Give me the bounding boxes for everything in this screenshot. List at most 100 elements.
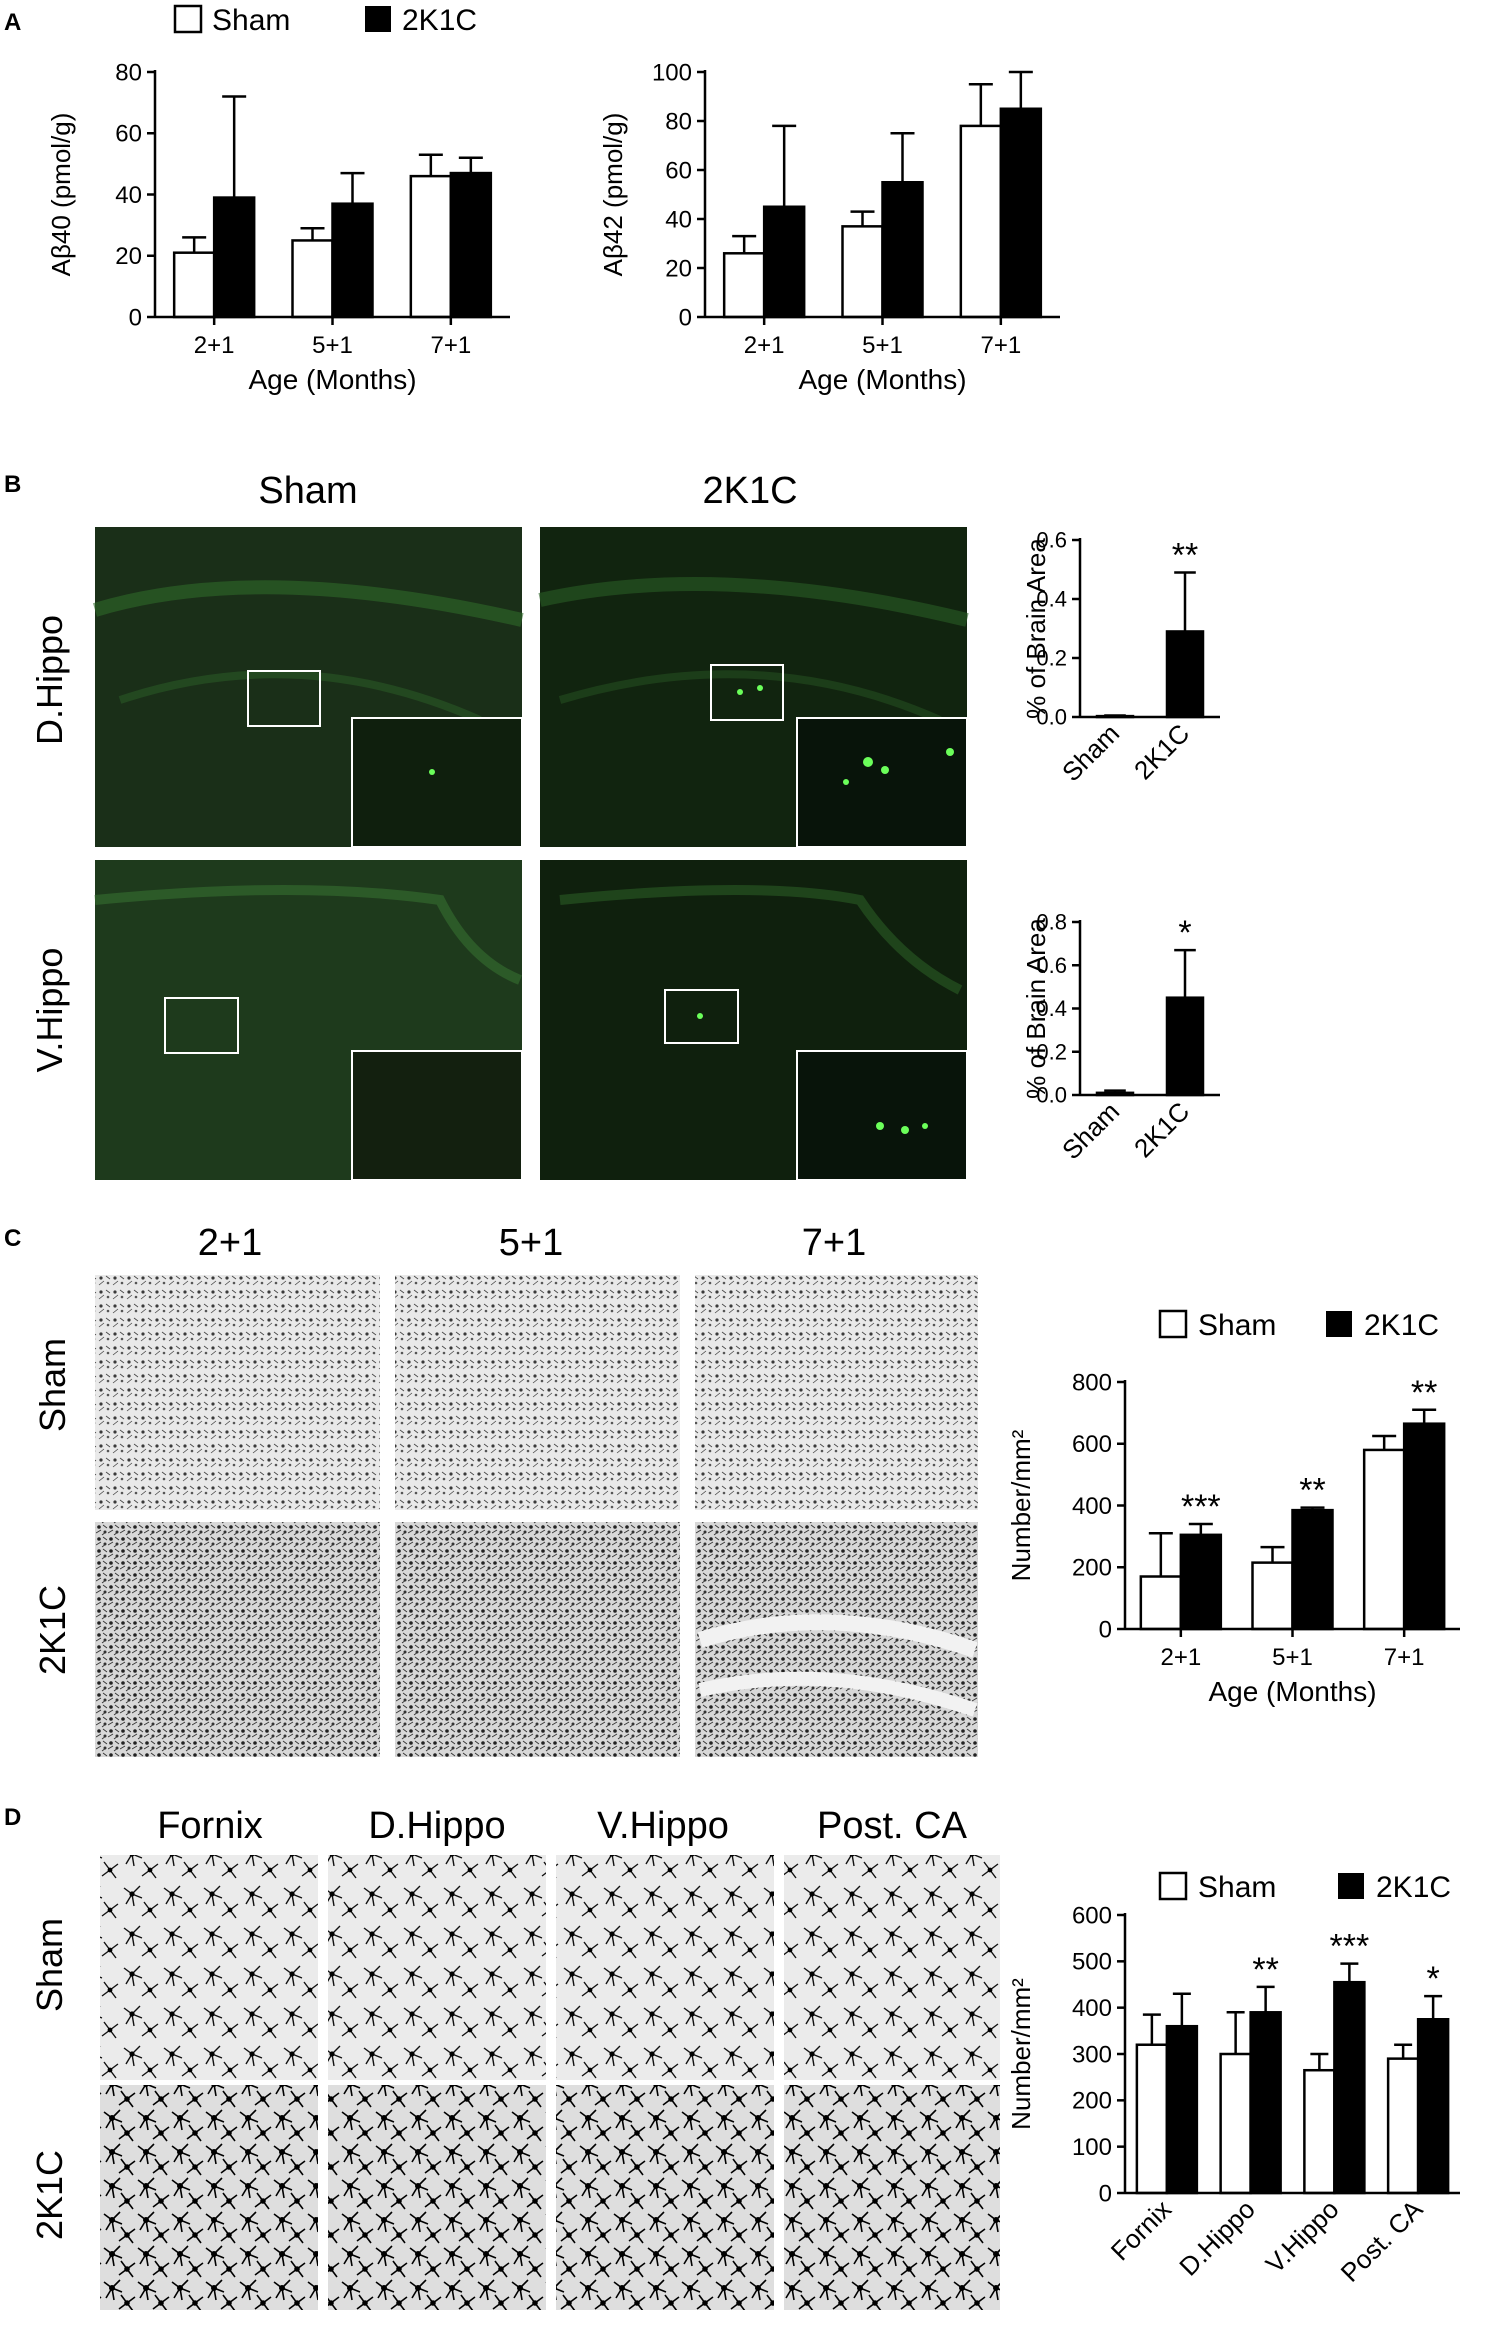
bar-sham [291, 239, 334, 319]
micrograph-b-sham-dhippo [92, 527, 524, 848]
y-tick-label: 0.0 [1036, 705, 1067, 730]
panel-letter-b: B [4, 471, 21, 498]
y-tick-label: 0.6 [1036, 953, 1067, 978]
bar-2k1c [1402, 1422, 1446, 1631]
category-label: 7+1 [1384, 1644, 1425, 1671]
micrograph-b-2k1c-dhippo [538, 527, 969, 848]
panel-c-row-sham: Sham [32, 1338, 73, 1432]
roi-box [247, 670, 321, 727]
legend-treat-swatch [1338, 1873, 1364, 1899]
y-tick-label: 0 [129, 304, 142, 331]
significance-label: * [1178, 914, 1191, 952]
category-label: 5+1 [1272, 1644, 1313, 1671]
inset [796, 1050, 968, 1181]
panel-b-col-2k1c: 2K1C [702, 470, 797, 512]
y-tick-label: 600 [1072, 1431, 1112, 1458]
bar-2k1c [212, 196, 256, 319]
inset [351, 717, 523, 848]
micrograph-c-sham-2 [395, 1275, 680, 1510]
panel-d-col-3: V.Hippo [597, 1805, 729, 1847]
category-label: V.Hippo [1260, 2194, 1345, 2279]
panel-d-row-2k1c: 2K1C [29, 2150, 70, 2240]
y-tick-label: 40 [115, 182, 142, 209]
panel-b-col-sham: Sham [258, 470, 357, 512]
y-tick-label: 0.4 [1036, 996, 1067, 1021]
panel-d-row-sham: Sham [29, 1918, 70, 2012]
micrograph-c-sham-3 [695, 1275, 978, 1510]
y-tick-label: 500 [1072, 1949, 1112, 1976]
y-tick-label: 0.0 [1036, 1083, 1067, 1108]
micrograph-c-2k1c-1 [95, 1522, 380, 1757]
c-tissue-stripe [697, 1614, 978, 1658]
bar-sham [1135, 2043, 1169, 2195]
bar-2k1c [1333, 1980, 1366, 2195]
y-tick-label: 0.4 [1036, 587, 1067, 612]
y-tick-label: 0 [679, 304, 692, 331]
category-label: Post. CA [1335, 2194, 1429, 2288]
category-label: 5+1 [862, 332, 903, 359]
panel-b-row-dhippo: D.Hippo [29, 615, 70, 745]
bar-sham [1362, 1448, 1406, 1631]
bar-sham [1251, 1561, 1294, 1631]
bar-2k1c [331, 202, 374, 319]
panel-d-col-4: Post. CA [817, 1805, 968, 1847]
bar-2k1c [1416, 2018, 1450, 2195]
micrograph-d-sham-1 [100, 1855, 318, 2080]
significance-label: *** [1181, 1488, 1221, 1526]
chart-gfap-region: Fornix ** D.Hippo *** V.Hippo * Post. CA 0 100 20… [1006, 1902, 1460, 2288]
significance-label: ** [1252, 1951, 1278, 1989]
y-axis-label: Number/mm² [1006, 1429, 1036, 1581]
y-axis-label: Aβ40 (pmol/g) [46, 113, 76, 277]
category-label: 7+1 [980, 332, 1021, 359]
y-tick-label: 0.8 [1036, 910, 1067, 935]
bar-2k1c [999, 107, 1043, 319]
micrograph-d-sham-3 [556, 1855, 774, 2080]
bar-sham [841, 225, 884, 319]
x-axis-label: Age (Months) [1208, 1676, 1376, 1707]
legend-sham-swatch [1158, 1871, 1188, 1901]
legend-sham-label: Sham [212, 4, 290, 37]
y-tick-label: 0.2 [1036, 646, 1067, 671]
bar-2k1c [762, 205, 806, 319]
y-tick-label: 80 [115, 59, 142, 86]
bar-2k1c [1291, 1508, 1334, 1631]
bar-2k1c [1165, 2024, 1199, 2195]
bar-sham [1139, 1575, 1183, 1631]
inset [796, 717, 968, 848]
y-tick-label: 0.2 [1036, 1039, 1067, 1064]
panel-c-col-1: 2+1 [198, 1222, 262, 1264]
panel-c-col-2: 5+1 [499, 1222, 563, 1264]
y-tick-label: 800 [1072, 1369, 1112, 1396]
bar-sham [1219, 2052, 1252, 2195]
legend-sham-label: Sham [1198, 1309, 1276, 1342]
y-tick-label: 20 [665, 255, 692, 282]
bar-sham [1165, 996, 1205, 1097]
y-tick-label: 0.6 [1036, 528, 1067, 553]
bar-sham [1165, 630, 1205, 719]
micrograph-b-2k1c-vhippo [540, 860, 968, 1181]
category-label: 2+1 [1160, 1644, 1201, 1671]
category-label: D.Hippo [1173, 2194, 1261, 2282]
micrograph-d-sham-4 [784, 1855, 1000, 2080]
legend-treat-swatch [365, 6, 391, 32]
panel-d-col-1: Fornix [157, 1805, 263, 1847]
y-tick-label: 400 [1072, 1493, 1112, 1520]
y-tick-label: 40 [665, 206, 692, 233]
micrograph-b-sham-vhippo [94, 860, 523, 1181]
legend-sham-label: Sham [1198, 1871, 1276, 1904]
bar-2k1c [449, 171, 493, 319]
y-tick-label: 20 [115, 243, 142, 270]
x-axis-label: Age (Months) [798, 364, 966, 395]
x-axis-label: Age (Months) [248, 364, 416, 395]
category-label: 2K1C [1128, 1096, 1195, 1163]
chart-abeta40: 2+1 5+1 7+1 0 20 40 60 80 Aβ40 (pmol/g) Age (Mont… [46, 59, 510, 395]
roi-box [164, 997, 239, 1054]
panel-letter-c: C [4, 1225, 21, 1252]
micrograph-d-sham-2 [328, 1855, 546, 2080]
legend-treat-label: 2K1C [402, 4, 477, 37]
inset [351, 1050, 523, 1181]
significance-label: *** [1330, 1928, 1370, 1966]
chart-gfap-age: *** 2+1 ** 5+1 ** 7+1 0 200 400 600 800 Number/mm² A… [1006, 1369, 1460, 1707]
